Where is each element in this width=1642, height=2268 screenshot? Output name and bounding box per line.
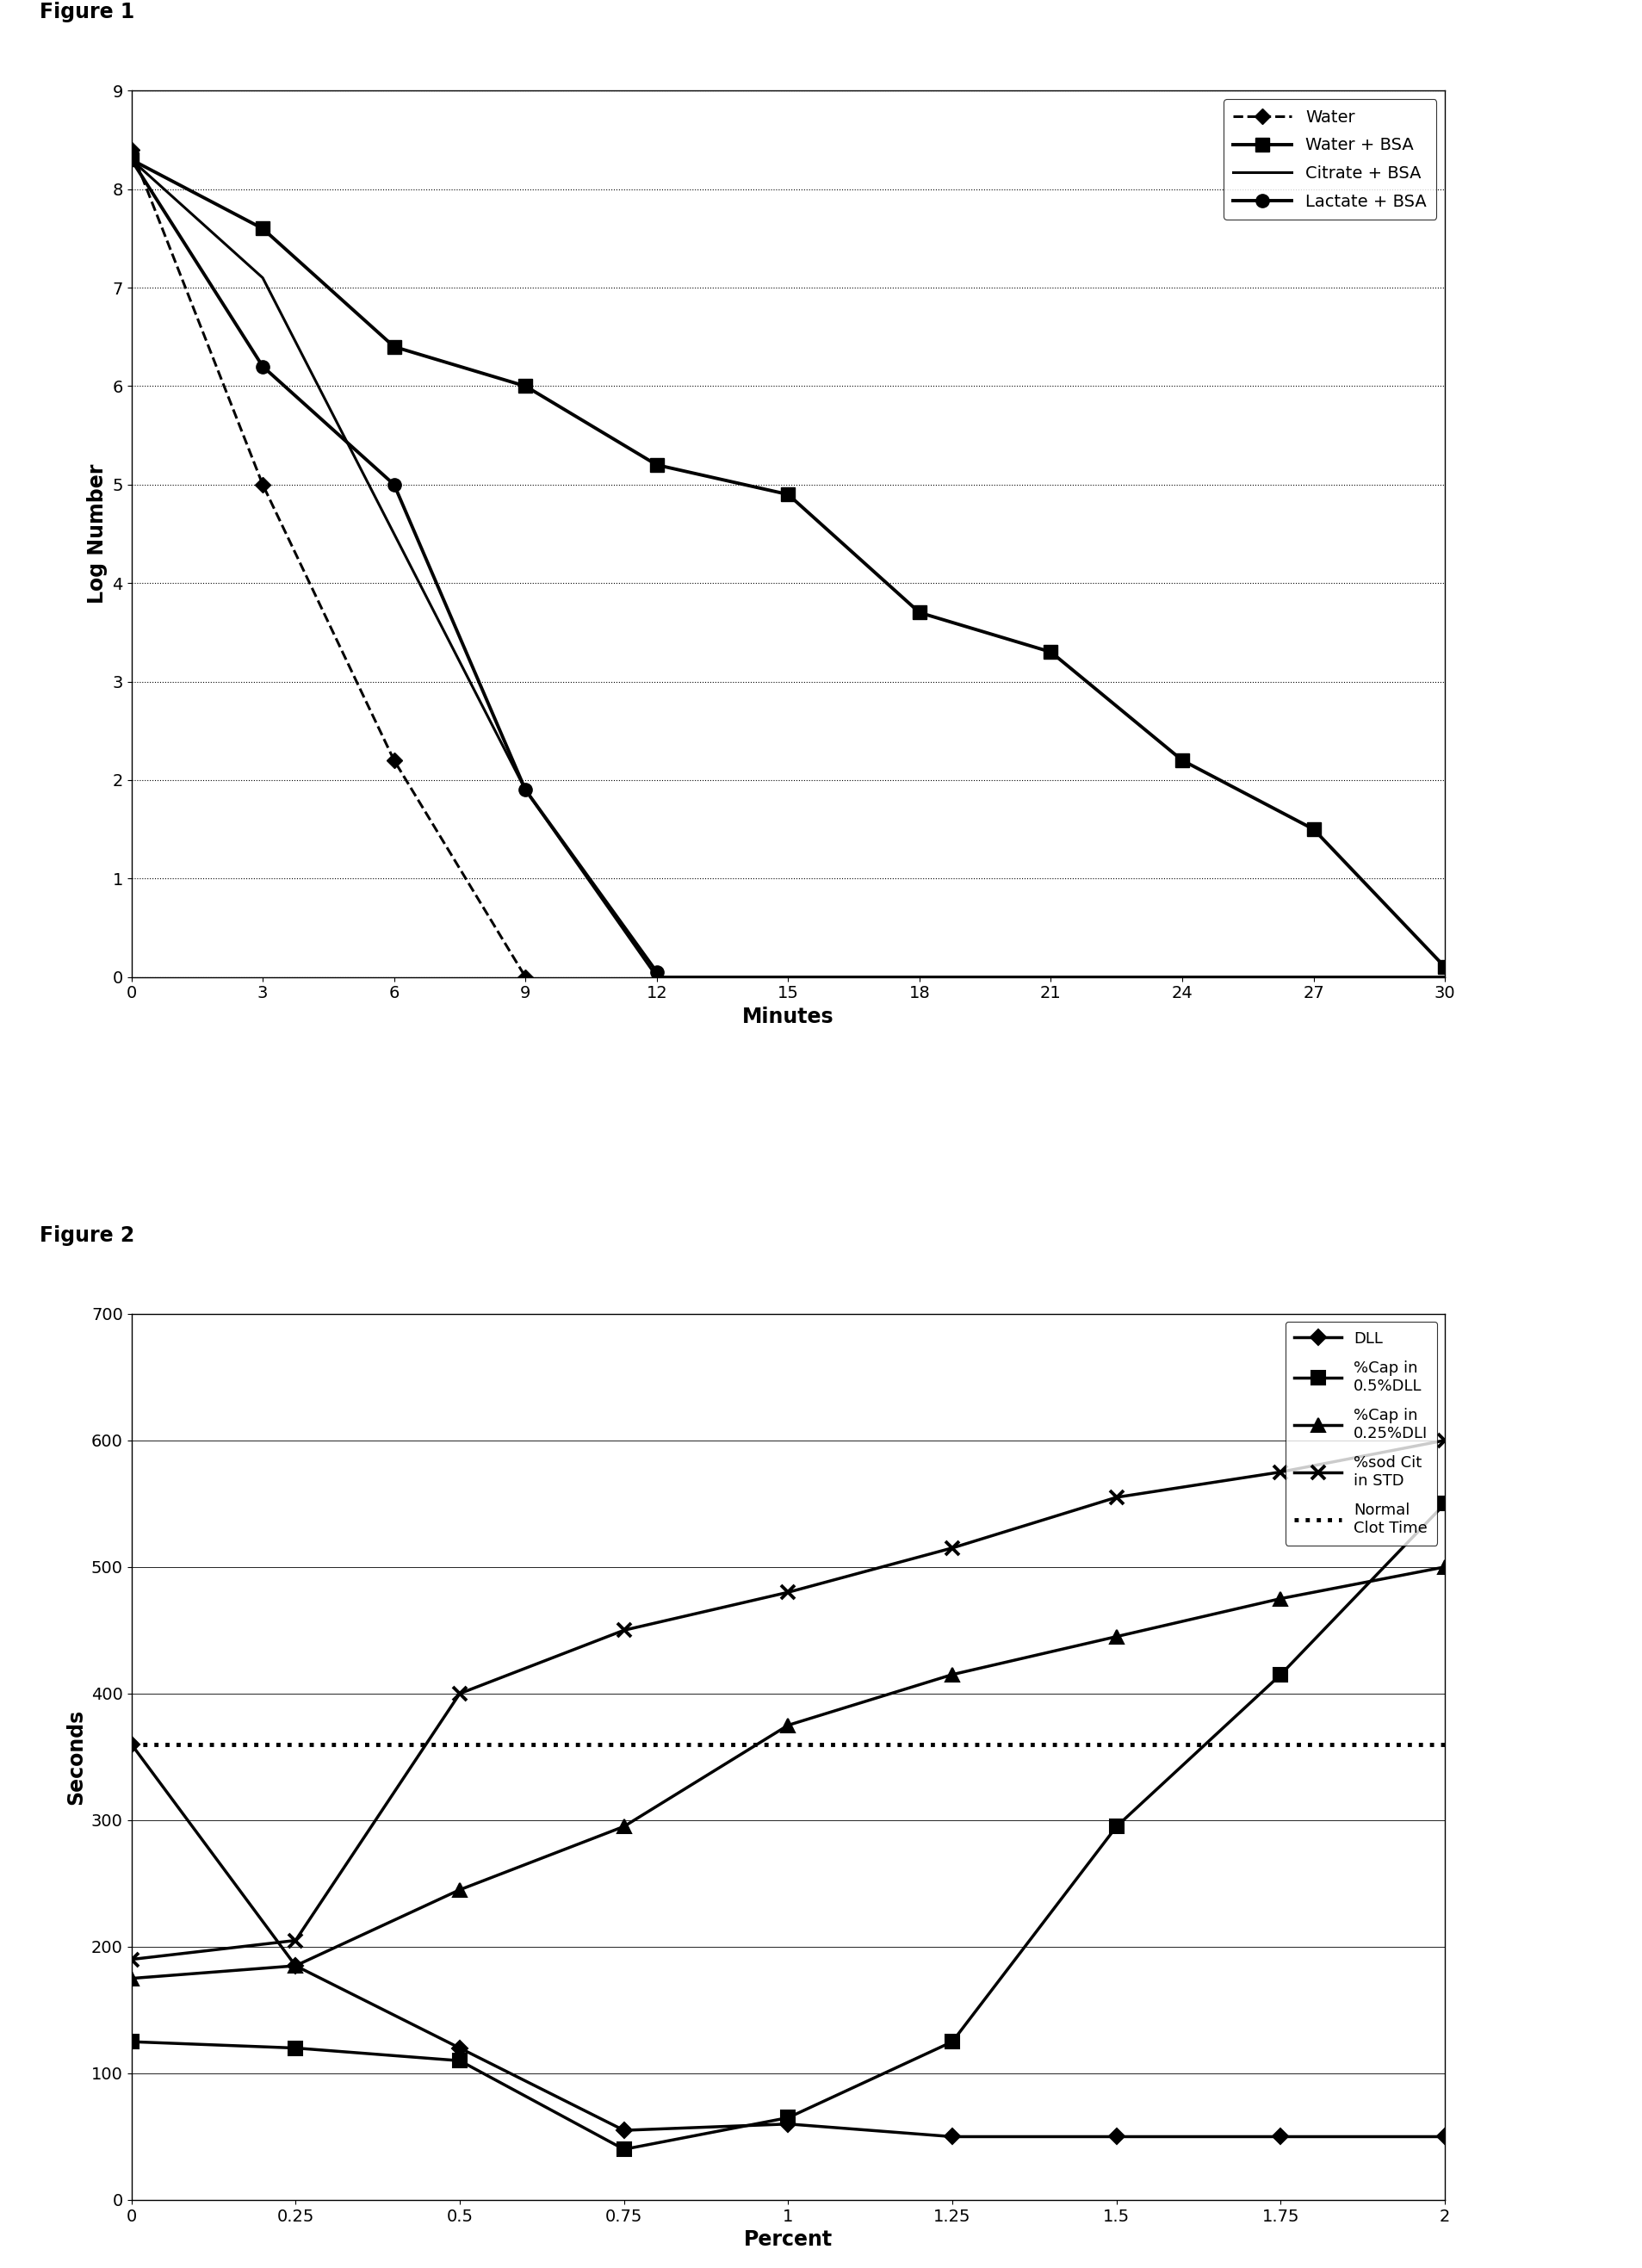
%Cap in
0.5%DLL [1271, 1660, 1291, 1687]
DLL [450, 2034, 470, 2062]
Water + BSA [122, 145, 141, 172]
%Cap in
0.25%DLI [122, 1964, 141, 1991]
Y-axis label: Seconds: Seconds [66, 1710, 87, 1805]
Text: Figure 2: Figure 2 [39, 1225, 135, 1245]
Citrate + BSA [1304, 964, 1323, 991]
Lactate + BSA [647, 959, 667, 987]
Water [516, 964, 535, 991]
Line: Lactate + BSA: Lactate + BSA [125, 152, 663, 978]
Line: DLL: DLL [126, 1740, 1450, 2141]
Water + BSA [253, 215, 273, 243]
%Cap in
0.5%DLL [1107, 1812, 1126, 1839]
X-axis label: Percent: Percent [744, 2229, 832, 2250]
Legend: Water, Water + BSA, Citrate + BSA, Lactate + BSA: Water, Water + BSA, Citrate + BSA, Lacta… [1223, 100, 1437, 220]
Citrate + BSA [384, 519, 404, 547]
Line: %sod Cit
in STD: %sod Cit in STD [125, 1433, 1452, 1966]
%Cap in
0.5%DLL [1435, 1490, 1455, 1517]
Water + BSA [384, 333, 404, 361]
Citrate + BSA [516, 776, 535, 803]
%Cap in
0.25%DLI [286, 1953, 305, 1980]
Line: %Cap in
0.5%DLL: %Cap in 0.5%DLL [125, 1497, 1452, 2157]
Citrate + BSA [910, 964, 929, 991]
Citrate + BSA [1435, 964, 1455, 991]
Citrate + BSA [1041, 964, 1061, 991]
%Cap in
0.5%DLL [122, 2028, 141, 2055]
%Cap in
0.25%DLI [1271, 1585, 1291, 1613]
%Cap in
0.5%DLL [778, 2105, 798, 2132]
Water + BSA [778, 481, 798, 508]
Lactate + BSA [253, 354, 273, 381]
%Cap in
0.25%DLI [1107, 1624, 1126, 1651]
%sod Cit
in STD [614, 1617, 634, 1644]
DLL [614, 2116, 634, 2143]
Citrate + BSA [778, 964, 798, 991]
Y-axis label: Log Number: Log Number [87, 465, 107, 603]
DLL [943, 2123, 962, 2150]
%sod Cit
in STD [122, 1946, 141, 1973]
DLL [286, 1953, 305, 1980]
Text: Figure 1: Figure 1 [39, 2, 135, 23]
%sod Cit
in STD [778, 1579, 798, 1606]
%Cap in
0.25%DLI [614, 1812, 634, 1839]
Citrate + BSA [122, 145, 141, 172]
Water + BSA [1304, 816, 1323, 844]
Line: Water + BSA: Water + BSA [125, 152, 1452, 973]
Water + BSA [1172, 746, 1192, 773]
%Cap in
0.5%DLL [943, 2028, 962, 2055]
%Cap in
0.5%DLL [286, 2034, 305, 2062]
%sod Cit
in STD [1435, 1427, 1455, 1454]
Water + BSA [1041, 637, 1061, 665]
Lactate + BSA [122, 145, 141, 172]
Water + BSA [1435, 953, 1455, 980]
DLL [122, 1730, 141, 1758]
Water + BSA [647, 451, 667, 479]
%Cap in
0.5%DLL [450, 2048, 470, 2075]
Line: %Cap in
0.25%DLI: %Cap in 0.25%DLI [125, 1560, 1452, 1984]
Lactate + BSA [516, 776, 535, 803]
%Cap in
0.25%DLI [943, 1660, 962, 1687]
DLL [1271, 2123, 1291, 2150]
Water [122, 136, 141, 163]
%Cap in
0.5%DLL [614, 2136, 634, 2164]
DLL [1435, 2123, 1455, 2150]
%sod Cit
in STD [1271, 1458, 1291, 1486]
%sod Cit
in STD [450, 1681, 470, 1708]
DLL [778, 2112, 798, 2139]
%sod Cit
in STD [286, 1928, 305, 1955]
Line: Citrate + BSA: Citrate + BSA [131, 159, 1445, 978]
Citrate + BSA [1172, 964, 1192, 991]
Water + BSA [516, 372, 535, 399]
Citrate + BSA [253, 263, 273, 290]
Water [384, 746, 404, 773]
Line: Water: Water [126, 145, 530, 982]
%Cap in
0.25%DLI [450, 1876, 470, 1903]
%sod Cit
in STD [943, 1535, 962, 1563]
Lactate + BSA [384, 472, 404, 499]
DLL [1107, 2123, 1126, 2150]
Water [253, 472, 273, 499]
%Cap in
0.25%DLI [778, 1712, 798, 1740]
%Cap in
0.25%DLI [1435, 1554, 1455, 1581]
Citrate + BSA [647, 964, 667, 991]
X-axis label: Minutes: Minutes [742, 1007, 834, 1027]
%sod Cit
in STD [1107, 1483, 1126, 1510]
Water + BSA [910, 599, 929, 626]
Legend: DLL, %Cap in
0.5%DLL, %Cap in
0.25%DLI, %sod Cit
in STD, Normal
Clot Time: DLL, %Cap in 0.5%DLL, %Cap in 0.25%DLI, … [1286, 1322, 1437, 1545]
